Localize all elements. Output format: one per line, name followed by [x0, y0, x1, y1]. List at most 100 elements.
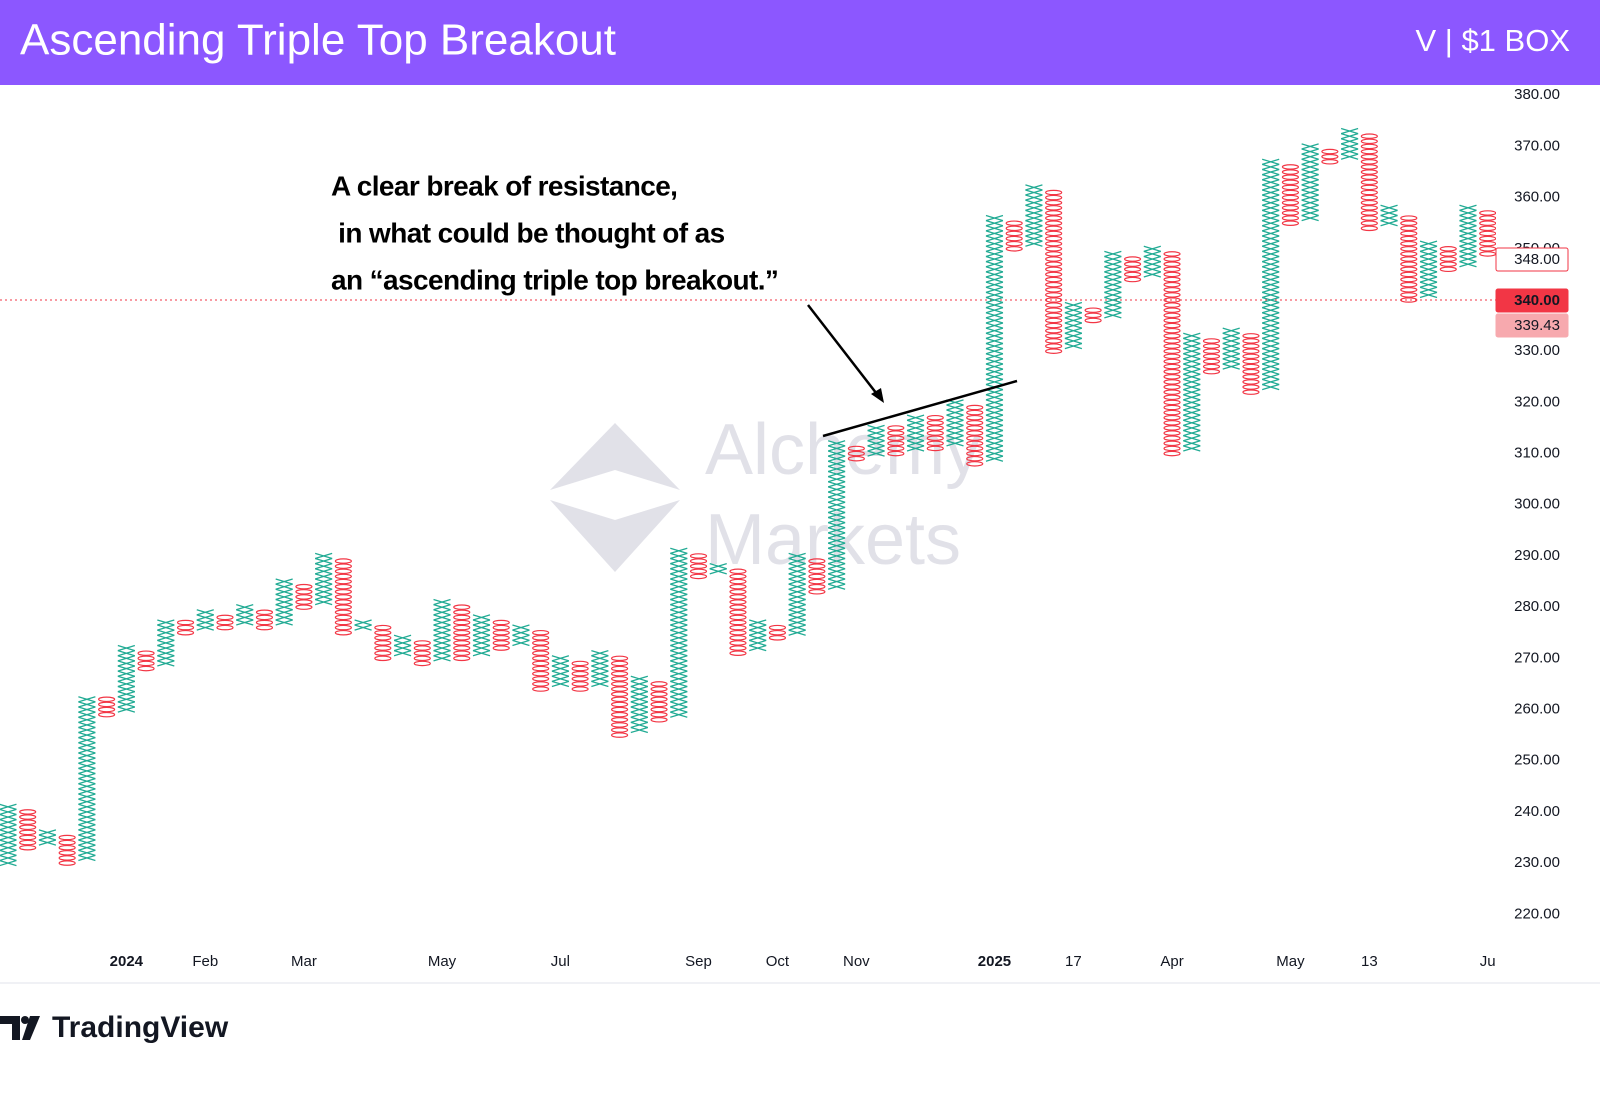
o-box — [689, 568, 708, 575]
x-box — [78, 793, 96, 800]
x-box — [314, 563, 333, 570]
o-column — [532, 629, 550, 692]
x-box — [157, 639, 175, 647]
x-box — [393, 650, 412, 657]
price-tag-label: 340.00 — [1514, 292, 1560, 309]
o-box — [532, 660, 550, 667]
x-box — [670, 563, 688, 570]
x-box — [946, 429, 964, 437]
x-box — [906, 429, 925, 437]
o-box — [176, 624, 195, 631]
x-box — [985, 358, 1004, 365]
o-box — [966, 425, 984, 431]
o-box — [966, 455, 984, 462]
o-box — [492, 624, 510, 631]
o-box — [492, 635, 510, 641]
x-box — [1262, 281, 1280, 288]
x-tick-label: Nov — [843, 953, 870, 970]
o-box — [1163, 322, 1181, 329]
x-box — [1262, 168, 1280, 176]
x-box — [985, 312, 1004, 319]
x-box — [157, 634, 175, 642]
x-box — [985, 414, 1004, 421]
x-box — [985, 332, 1004, 340]
x-box — [1025, 204, 1043, 212]
o-box — [887, 425, 905, 431]
x-box — [591, 665, 609, 672]
x-box — [827, 542, 846, 549]
x-box — [78, 726, 96, 734]
x-box — [1262, 184, 1280, 191]
o-box — [610, 686, 629, 692]
x-box — [1301, 163, 1319, 171]
x-box — [985, 240, 1004, 247]
x-box — [906, 414, 925, 421]
x-box — [630, 690, 649, 698]
o-box — [610, 696, 629, 703]
x-box — [1262, 327, 1280, 334]
o-box — [1242, 343, 1260, 349]
x-box — [1104, 281, 1122, 288]
x-box — [78, 711, 96, 718]
x-tick-label: 2025 — [978, 953, 1011, 970]
arrow-head — [871, 388, 884, 403]
o-box — [1163, 343, 1181, 349]
x-box — [275, 593, 293, 601]
x-box — [1301, 153, 1319, 160]
o-box — [19, 829, 37, 836]
x-box — [788, 603, 806, 611]
y-tick-label: 220.00 — [1514, 905, 1560, 922]
x-box — [275, 578, 293, 585]
x-column — [0, 803, 17, 867]
o-box — [1045, 292, 1063, 298]
x-box — [1104, 260, 1122, 268]
x-box — [433, 644, 451, 652]
x-column — [1380, 204, 1398, 227]
o-box — [1281, 174, 1300, 180]
o-box — [966, 461, 984, 467]
o-box — [413, 650, 431, 656]
o-box — [1400, 215, 1418, 221]
o-box — [453, 635, 471, 641]
x-box — [827, 460, 846, 467]
o-box — [1400, 297, 1418, 303]
o-box — [1360, 225, 1378, 232]
o-box — [1281, 184, 1300, 191]
x-box — [1459, 204, 1477, 212]
x-box — [157, 650, 175, 657]
x-box — [827, 557, 846, 565]
x-box — [0, 813, 17, 821]
o-box — [650, 717, 668, 723]
x-column — [749, 619, 767, 652]
x-column — [354, 619, 372, 631]
x-box — [946, 440, 964, 447]
x-box — [1459, 255, 1477, 263]
x-box — [670, 685, 688, 693]
o-box — [492, 619, 510, 626]
o-box — [58, 839, 76, 846]
x-box — [196, 619, 214, 626]
o-box — [729, 604, 747, 610]
o-box — [808, 583, 826, 590]
x-box — [670, 655, 688, 662]
x-box — [512, 639, 530, 647]
x-box — [551, 655, 570, 662]
x-box — [946, 414, 964, 421]
x-box — [1104, 291, 1122, 299]
o-column — [374, 624, 392, 662]
watermark: Alchemy Markets — [550, 410, 981, 580]
x-box — [1262, 291, 1280, 299]
x-box — [1183, 342, 1201, 350]
x-column — [196, 609, 214, 631]
o-box — [1439, 261, 1457, 267]
x-box — [788, 583, 806, 590]
o-box — [887, 445, 905, 452]
x-box — [827, 491, 846, 498]
o-box — [966, 409, 984, 416]
o-box — [374, 650, 392, 656]
footer-brand: TradingView — [52, 1011, 229, 1044]
x-box — [670, 675, 688, 682]
x-box — [985, 429, 1004, 437]
o-box — [926, 440, 944, 447]
o-box — [1163, 358, 1181, 365]
